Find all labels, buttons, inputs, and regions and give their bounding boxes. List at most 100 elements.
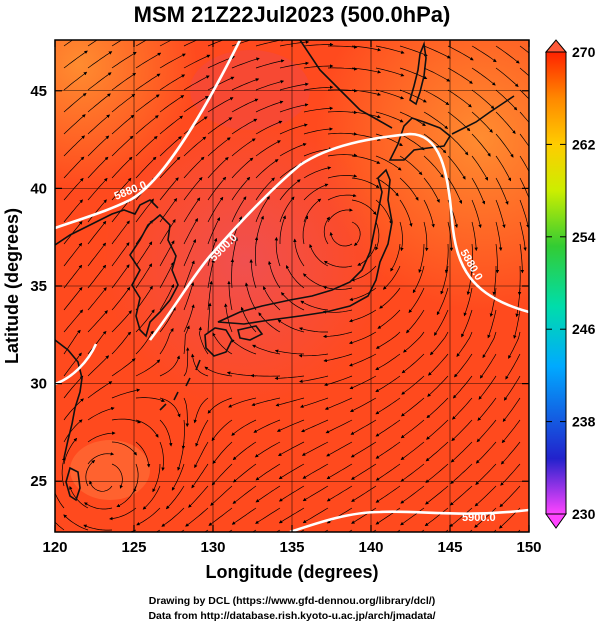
streamline xyxy=(159,74,186,91)
x-tick-label: 150 xyxy=(516,539,541,556)
streamline xyxy=(327,174,358,179)
streamline xyxy=(159,261,174,289)
streamline xyxy=(471,199,482,229)
streamline xyxy=(55,492,65,509)
map-title: MSM 21Z22Jul2023 (500.0hPa) xyxy=(134,2,451,27)
streamline xyxy=(87,407,115,421)
streamline xyxy=(326,441,353,457)
streamline xyxy=(231,157,254,179)
streamline xyxy=(350,419,377,435)
streamline xyxy=(255,80,285,91)
streamline xyxy=(447,133,469,156)
streamline xyxy=(87,72,112,91)
streamline xyxy=(135,359,161,377)
streamline xyxy=(111,418,141,424)
streamline xyxy=(303,147,333,157)
streamline xyxy=(456,331,473,357)
streamline xyxy=(406,309,425,334)
streamline xyxy=(423,45,451,59)
streamline xyxy=(447,89,472,108)
streamline xyxy=(519,199,529,229)
streamline xyxy=(351,485,377,502)
streamline xyxy=(211,419,233,442)
streamline xyxy=(63,199,83,223)
streamline xyxy=(111,135,134,157)
streamline xyxy=(111,72,137,91)
streamline xyxy=(301,441,329,456)
contour-line xyxy=(289,508,529,532)
streamline xyxy=(495,67,519,87)
streamline xyxy=(301,419,329,433)
streamline xyxy=(323,353,353,363)
x-axis-label: Longitude (degrees) xyxy=(205,562,378,582)
streamline xyxy=(503,375,521,401)
streamline xyxy=(63,114,86,135)
streamline xyxy=(87,93,111,113)
streamline xyxy=(519,67,529,77)
streamline xyxy=(87,355,110,377)
streamline xyxy=(183,54,211,69)
streamline xyxy=(476,419,497,443)
streamline xyxy=(231,78,260,91)
colorbar-tick-label: 270 xyxy=(572,44,596,60)
streamline xyxy=(159,95,185,113)
streamline xyxy=(495,199,506,229)
streamline xyxy=(183,238,196,267)
streamline xyxy=(495,45,520,64)
streamline xyxy=(274,349,305,355)
streamline xyxy=(293,238,305,267)
streamline xyxy=(278,463,305,480)
streamline xyxy=(425,463,449,483)
streamline xyxy=(450,441,473,463)
contour-line xyxy=(55,343,98,386)
streamline xyxy=(185,507,209,527)
streamline xyxy=(135,94,160,113)
streamline xyxy=(519,155,529,173)
streamline xyxy=(377,309,401,329)
streamline xyxy=(495,221,503,251)
streamline xyxy=(423,221,429,252)
streamline xyxy=(207,397,233,414)
streamline xyxy=(495,133,514,158)
streamline xyxy=(492,266,497,296)
streamline xyxy=(183,397,190,428)
streamline xyxy=(135,156,157,179)
streamline xyxy=(165,485,185,510)
streamline xyxy=(349,397,377,412)
streamline xyxy=(55,521,65,531)
streamline xyxy=(326,485,353,502)
streamline xyxy=(495,243,500,274)
streamline xyxy=(303,106,334,113)
coastlines xyxy=(55,40,515,502)
streamline xyxy=(159,177,179,201)
streamline xyxy=(401,353,425,374)
x-tick-label: 145 xyxy=(437,539,462,556)
streamline xyxy=(447,67,473,84)
streamline xyxy=(447,221,454,252)
streamline xyxy=(87,242,107,267)
streamline xyxy=(513,309,521,339)
colorbar-tick-label: 262 xyxy=(572,136,596,152)
streamline xyxy=(423,111,449,130)
streamline xyxy=(193,397,209,424)
streamline xyxy=(471,89,495,110)
streamline xyxy=(111,40,123,47)
streamline xyxy=(463,287,473,317)
streamline xyxy=(204,366,233,377)
streamline xyxy=(327,208,353,223)
streamline xyxy=(171,463,185,491)
streamline xyxy=(519,177,529,206)
streamline xyxy=(424,507,449,527)
streamline xyxy=(244,282,257,311)
streamline xyxy=(329,231,353,247)
streamline xyxy=(161,507,185,527)
streamline xyxy=(177,441,185,471)
streamline xyxy=(207,302,212,333)
streamline xyxy=(255,140,281,157)
streamline xyxy=(63,329,81,355)
contour-line xyxy=(55,40,242,230)
credit-drawing: Drawing by DCL (https://www.gfd-dennou.o… xyxy=(149,595,435,607)
streamline xyxy=(401,375,425,395)
streamline xyxy=(135,330,154,355)
streamline xyxy=(255,463,281,481)
